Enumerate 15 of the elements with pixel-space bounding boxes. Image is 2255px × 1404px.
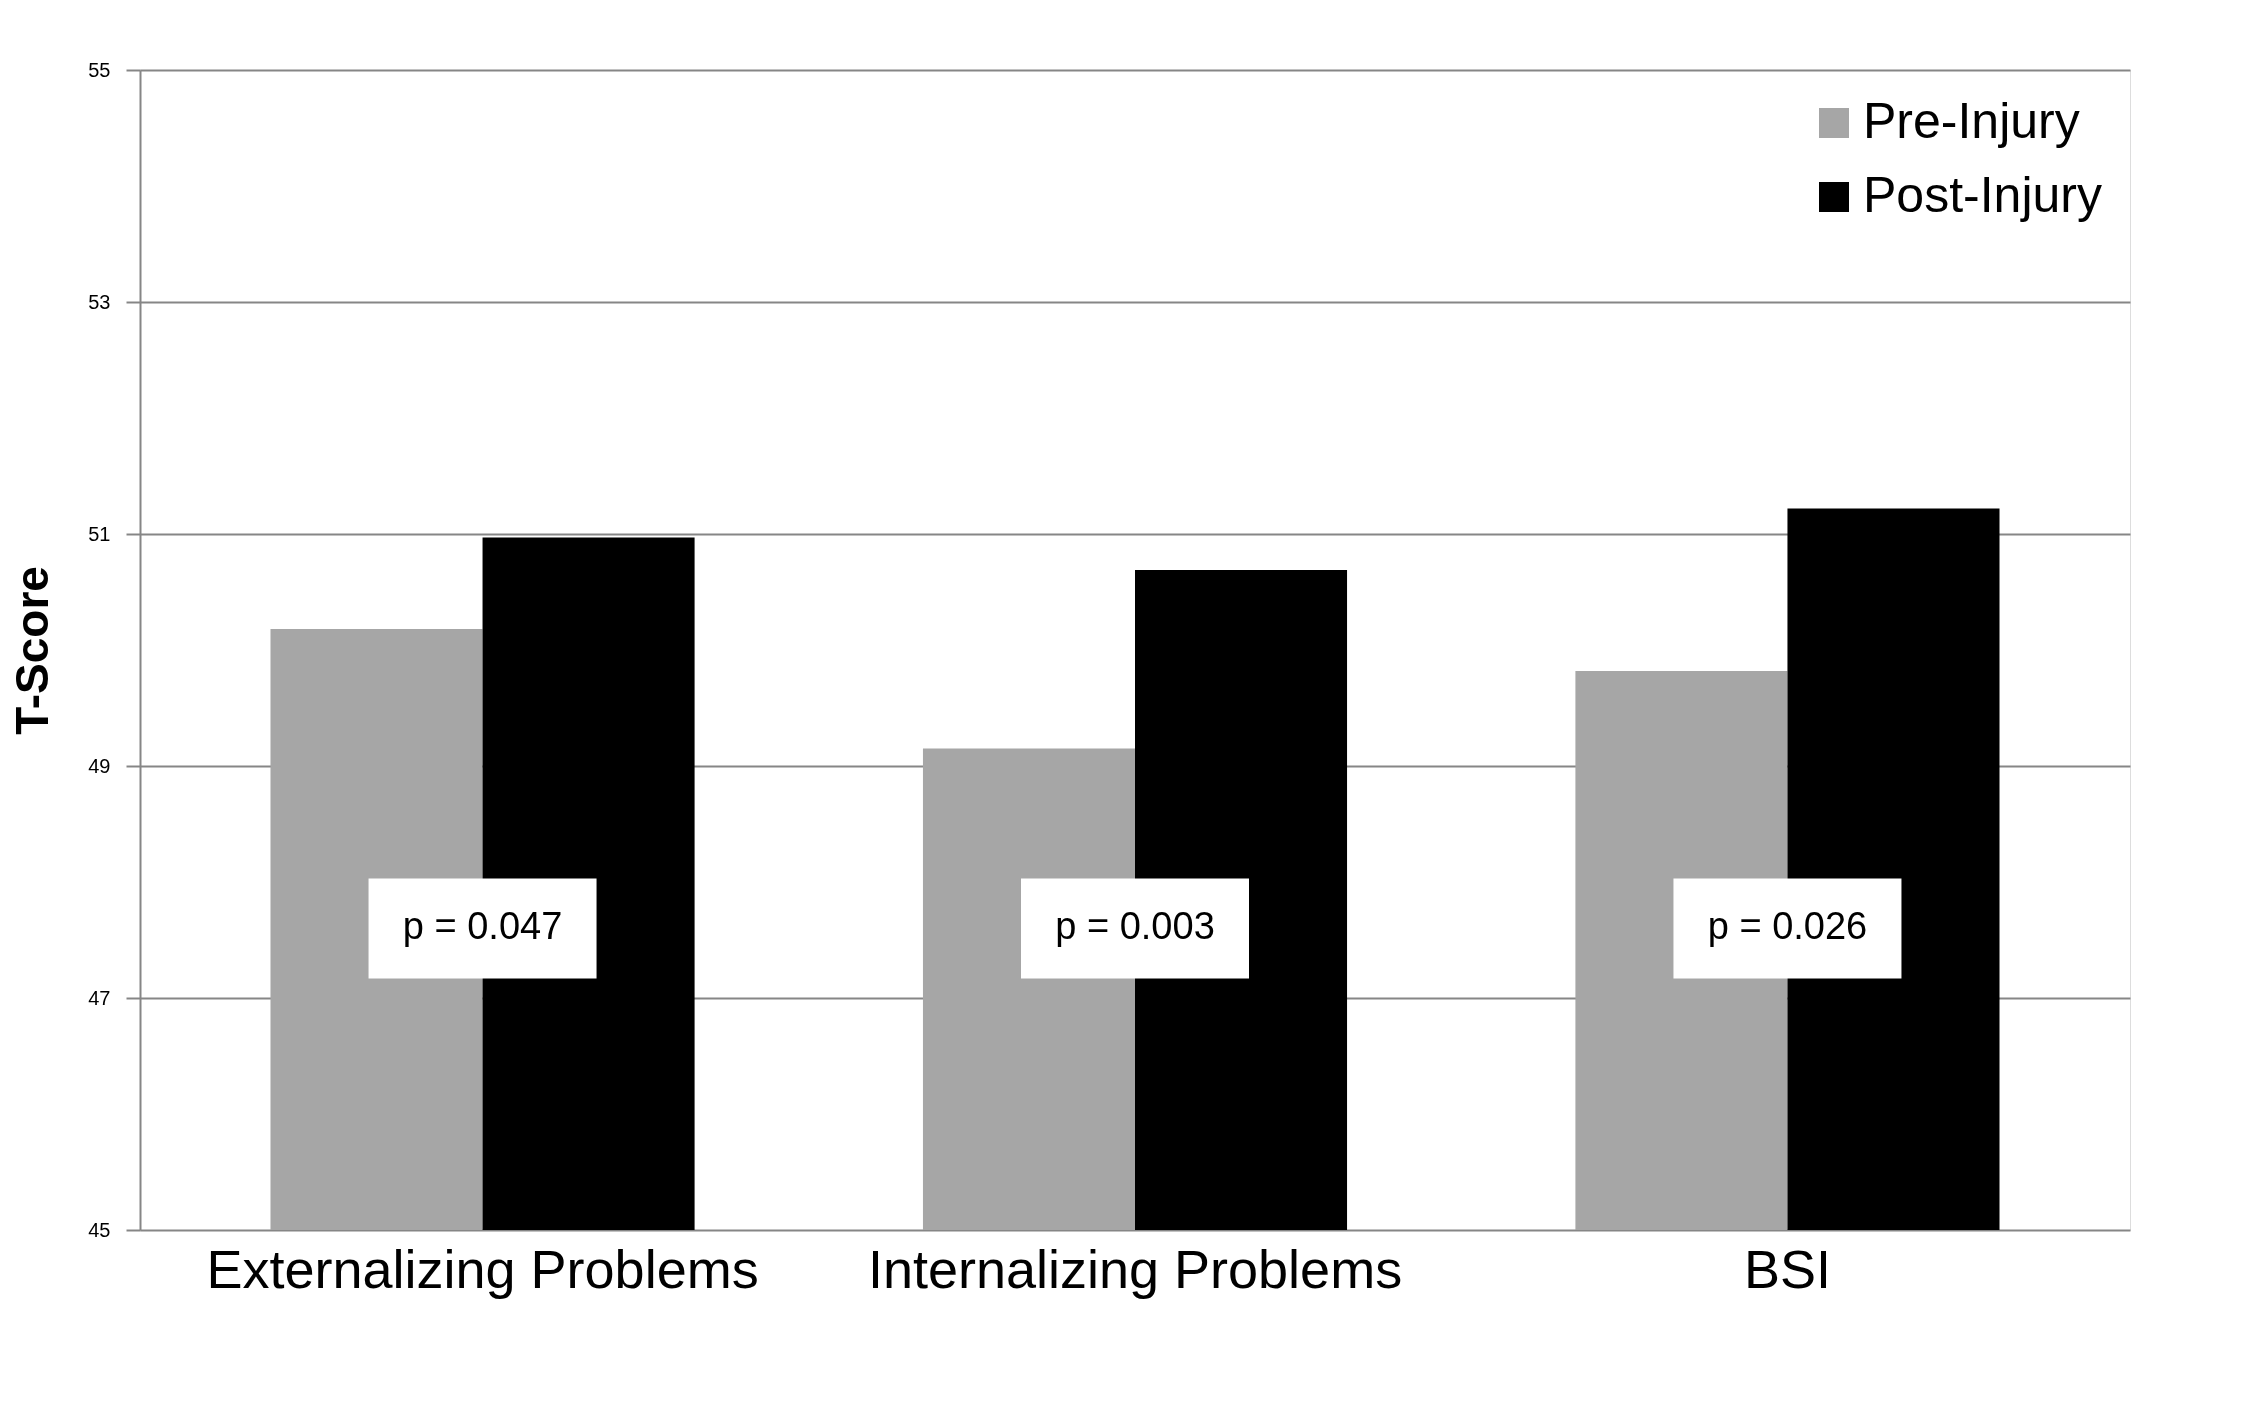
annotation: p = 0.026 — [1707, 905, 1868, 948]
annotation: p = 0.003 — [1055, 905, 1215, 948]
y-tick-label: 53 — [88, 290, 111, 313]
x-tick-label: Internalizing Problems — [867, 1238, 1403, 1299]
x-tick-label: Externalizing Problems — [206, 1238, 759, 1299]
y-tick-label: 55 — [88, 58, 111, 81]
legend-label: Pre-Injury — [1863, 93, 2080, 149]
y-tick-label: 51 — [88, 522, 111, 545]
y-axis-title: T-Score — [6, 566, 59, 735]
annotation: p = 0.047 — [402, 905, 563, 948]
x-tick-label: BSI — [1743, 1238, 1831, 1299]
legend-label: Post-Injury — [1863, 167, 2102, 223]
y-tick-label: 45 — [88, 1218, 111, 1241]
y-tick-label: 49 — [88, 754, 111, 777]
y-tick-label: 47 — [88, 986, 111, 1009]
